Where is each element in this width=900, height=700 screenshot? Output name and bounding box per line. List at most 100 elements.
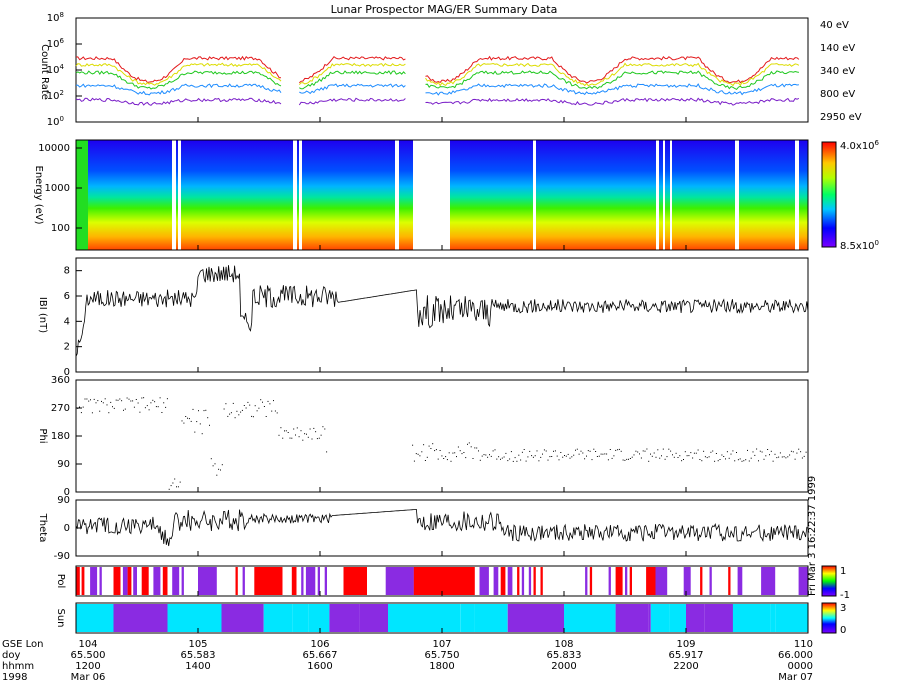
phi-point	[115, 399, 117, 401]
phi-point	[117, 399, 119, 401]
phi-point	[148, 409, 150, 411]
phi-point	[316, 438, 318, 440]
phi-point	[672, 454, 673, 456]
pol-segment	[533, 567, 536, 595]
pol-segment	[172, 567, 180, 595]
phi-point	[230, 412, 232, 414]
spectrogram-gaps	[172, 140, 799, 250]
phi-point	[551, 456, 553, 457]
phi-point	[500, 458, 501, 460]
sun-segment	[507, 604, 564, 632]
theta-ytick-label: -90	[54, 551, 70, 562]
phi-point	[112, 406, 113, 408]
phi-point	[774, 453, 776, 455]
pol-segment	[198, 567, 217, 595]
pol-segment	[343, 567, 367, 595]
phi-point	[123, 409, 124, 411]
pol-segment	[90, 567, 98, 595]
phi-point	[201, 433, 203, 435]
count-rate-legend-entry: 40 eV	[820, 20, 849, 31]
phi-point	[798, 448, 800, 450]
sun-segment	[460, 604, 475, 632]
sun-segment	[669, 604, 686, 632]
sun-segment	[704, 604, 733, 632]
phi-point	[474, 447, 476, 449]
phi-point	[258, 407, 260, 409]
sun-segment	[308, 604, 330, 632]
cr-ytick-base: 10	[47, 91, 60, 102]
phi-point	[126, 397, 128, 399]
phi-point	[503, 456, 505, 458]
phi-point	[441, 455, 443, 457]
phi-point	[457, 446, 459, 448]
phi-point	[571, 456, 573, 458]
phi-point	[609, 449, 611, 450]
pol-segment	[615, 567, 623, 595]
energy-colorbar-min: 8.5x100	[840, 239, 879, 252]
spectrogram-data-gap	[670, 140, 672, 250]
phi-point	[446, 459, 448, 461]
phi-point	[748, 460, 750, 462]
phi-point	[556, 455, 558, 457]
phi-point	[165, 406, 167, 408]
phi-point	[767, 449, 769, 450]
theta-ylabel: Theta	[37, 513, 48, 543]
phi-point	[496, 458, 498, 460]
pol-segment	[254, 567, 283, 595]
sun-segment	[221, 604, 264, 632]
btotal-ytick-label: 4	[64, 316, 70, 327]
phi-point	[439, 450, 441, 451]
x-row-label-lon: GSE Lon	[2, 639, 43, 650]
phi-point	[681, 460, 683, 462]
phi-point	[423, 444, 425, 446]
phi-point	[586, 455, 587, 457]
pol-segment	[798, 567, 808, 595]
phi-point	[710, 451, 712, 453]
phi-point	[575, 449, 576, 451]
phi-point	[741, 460, 743, 462]
phi-point	[640, 457, 642, 459]
spectrogram-data-gap	[656, 140, 659, 250]
phi-point	[699, 459, 701, 460]
sun-segment	[359, 604, 389, 632]
phi-point	[536, 450, 538, 452]
pol-segment	[133, 567, 137, 595]
phi-point	[139, 411, 141, 413]
phi-point	[712, 450, 714, 452]
pol-segment	[646, 567, 656, 595]
phi-ylabel: Phi	[37, 428, 48, 443]
phi-point	[770, 450, 772, 452]
phi-point	[254, 405, 256, 407]
phi-point	[478, 450, 479, 452]
pol-segment	[127, 567, 132, 595]
phi-point	[589, 450, 591, 452]
phi-point	[576, 448, 578, 450]
sun-segment	[650, 604, 670, 632]
phi-point	[106, 404, 108, 406]
count-rate-legend: 40 eV 140 eV 340 eV 800 eV 2950 eV	[820, 20, 862, 123]
phi-point	[507, 460, 509, 462]
x-tick-hhmm: 1400	[185, 661, 210, 672]
phi-point	[240, 411, 242, 413]
pol-ylabel: Pol	[55, 574, 66, 589]
phi-point	[801, 457, 803, 459]
x-tick-hhmm: 1200	[75, 661, 100, 672]
phi-point	[137, 402, 139, 404]
energy-colorbar	[821, 141, 837, 248]
phi-point	[549, 456, 551, 458]
phi-point	[485, 454, 487, 456]
pol-segment	[76, 567, 80, 595]
spectrogram-data-gap	[663, 140, 665, 250]
phi-point	[523, 449, 525, 450]
phi-ytick-label: 180	[51, 431, 70, 442]
phi-point	[481, 455, 483, 457]
phi-point	[648, 460, 650, 462]
pol-segment	[540, 567, 543, 595]
phi-point	[593, 448, 595, 450]
pol-segment	[141, 567, 149, 595]
count-rate-series	[75, 55, 800, 106]
cr-ytick-label: 104	[47, 63, 65, 76]
phi-point	[220, 469, 221, 471]
pol-segment	[629, 567, 632, 595]
phi-point	[514, 457, 516, 459]
